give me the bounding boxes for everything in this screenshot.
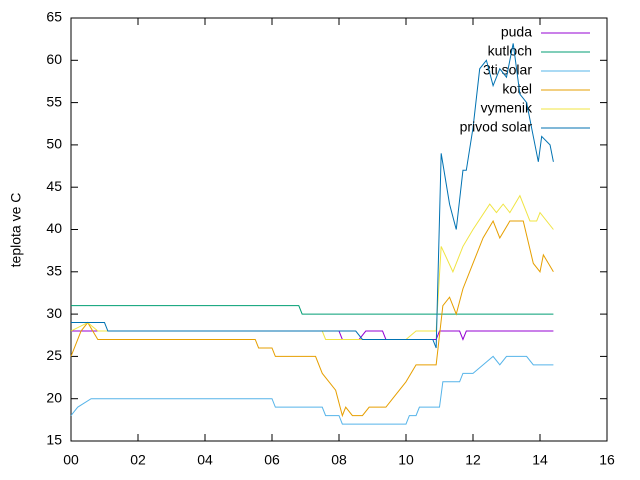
y-tick-label: 45 [46,178,62,194]
y-tick-label: 25 [46,347,62,363]
y-tick-label: 55 [46,93,62,109]
series-line [70,355,554,425]
legend-label: kotel [502,81,532,97]
y-axis-label: teplota ve C [8,193,24,268]
legend-label: kutloch [488,43,532,59]
y-tick-label: 35 [46,263,62,279]
legend-label: puda [501,24,532,40]
y-tick-label: 50 [46,136,62,152]
series-line [70,194,554,340]
x-tick-label: 12 [465,452,481,468]
y-tick-label: 30 [46,305,62,321]
x-tick-label: 10 [398,452,414,468]
x-tick-label: 16 [599,452,615,468]
x-tick-label: 06 [264,452,280,468]
series-line [70,219,554,418]
series-line [71,43,554,349]
y-tick-label: 60 [46,51,62,67]
x-tick-label: 08 [331,452,347,468]
series-line [71,305,554,315]
y-tick-label: 65 [46,9,62,25]
x-tick-label: 04 [197,452,213,468]
x-tick-label: 00 [63,452,79,468]
legend-label: vymenik [481,100,533,116]
x-tick-label: 14 [532,452,548,468]
y-tick-label: 20 [46,389,62,405]
series-line [71,330,554,341]
y-tick-label: 15 [46,432,62,448]
y-tick-label: 40 [46,220,62,236]
x-tick-label: 02 [130,452,146,468]
legend-label: privod solar [460,119,533,135]
